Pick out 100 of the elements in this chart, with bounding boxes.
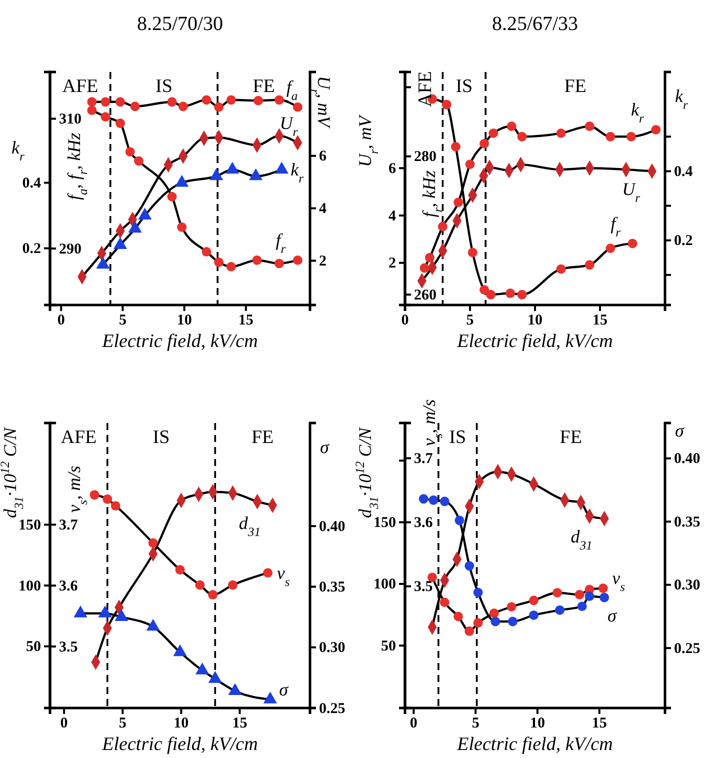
- point: [214, 102, 224, 112]
- point: [146, 618, 160, 631]
- point: [517, 132, 527, 142]
- annotation: IS: [449, 427, 466, 448]
- series-label: k$_{r}$: [290, 160, 304, 186]
- point: [428, 572, 437, 582]
- point: [529, 610, 538, 620]
- point: [440, 496, 450, 506]
- y2-tick-label: 0.40: [319, 518, 346, 535]
- y2-axis-title: σ: [320, 437, 330, 457]
- point: [102, 494, 112, 504]
- point: [464, 626, 474, 636]
- annotation: AFE: [62, 76, 98, 97]
- point: [134, 156, 144, 166]
- point: [96, 256, 110, 269]
- point: [464, 561, 474, 571]
- point: [167, 97, 177, 107]
- point: [87, 106, 97, 116]
- point: [517, 290, 527, 300]
- point: [480, 285, 490, 294]
- y2-tick-label: 0.25: [674, 640, 700, 657]
- y2-tick-label: 0.4: [674, 164, 694, 180]
- x-tick-label: 10: [528, 312, 542, 329]
- point: [125, 147, 135, 157]
- chart-title: 8.25/67/33: [492, 13, 578, 35]
- series-label: d$_{31}$: [570, 526, 592, 553]
- y-tick-label: 0.4: [22, 176, 42, 192]
- point: [195, 580, 205, 590]
- point: [556, 264, 566, 274]
- point: [214, 257, 224, 267]
- series-label: U$_{r}$: [280, 112, 298, 139]
- y-tick-label: 4: [388, 208, 396, 224]
- x-tick-label: 0: [401, 312, 409, 329]
- point: [116, 97, 125, 107]
- point: [292, 256, 302, 265]
- y-tick-label: 150: [374, 515, 396, 532]
- y3-tick-label: 3.7: [414, 451, 434, 468]
- point: [428, 495, 438, 505]
- point: [450, 142, 460, 152]
- x-tick-label: 5: [118, 716, 126, 732]
- x-tick-label: 10: [176, 312, 192, 329]
- point: [468, 248, 478, 258]
- x-tick-label: 15: [592, 716, 607, 732]
- y3-tick-label: 3.7: [59, 518, 78, 534]
- point: [202, 247, 212, 256]
- point: [274, 258, 284, 268]
- y-axis-title: k$_{r}$: [12, 138, 25, 164]
- y3-tick-label: 3.6: [59, 578, 78, 594]
- point: [508, 616, 518, 626]
- point: [651, 125, 661, 134]
- series-label: f$_{a}$: [286, 77, 298, 104]
- x-tick-label: 15: [592, 312, 608, 329]
- point: [175, 565, 185, 574]
- point: [488, 128, 498, 138]
- point: [226, 162, 240, 174]
- point: [555, 605, 564, 615]
- point: [114, 609, 128, 621]
- point: [454, 516, 464, 526]
- y3-tick-label: 3.5: [414, 579, 433, 596]
- annotation: AFE: [414, 71, 436, 107]
- point: [420, 263, 430, 273]
- series-label: d$_{31}$: [238, 513, 261, 540]
- point: [584, 592, 594, 601]
- point: [489, 608, 499, 618]
- y2-tick-label: 0.35: [674, 514, 700, 530]
- point: [480, 138, 490, 148]
- y3-tick-label: 280: [414, 149, 436, 166]
- point: [552, 588, 562, 598]
- y3-tick-label: 3.6: [414, 515, 434, 532]
- annotation: IS: [152, 427, 170, 448]
- x-tick-label: 5: [472, 716, 480, 732]
- series-label: σ: [607, 605, 618, 626]
- y2-tick-label: 6: [319, 148, 327, 165]
- point: [148, 538, 158, 548]
- point: [584, 122, 594, 131]
- y-tick-label: 150: [18, 517, 41, 534]
- y2-tick-label: 0.40: [674, 451, 700, 468]
- point: [606, 244, 616, 254]
- y2-tick-label: 4: [319, 201, 327, 218]
- y2-tick-label: 0.30: [319, 640, 346, 656]
- point: [228, 683, 242, 695]
- series-label: U$_{r}$: [622, 179, 640, 206]
- point: [442, 100, 452, 110]
- y2-tick-label: 0.30: [674, 578, 700, 594]
- point: [130, 102, 140, 112]
- point: [175, 174, 189, 187]
- point: [465, 160, 475, 170]
- point: [228, 580, 238, 590]
- x-tick-label: 5: [118, 312, 126, 329]
- point: [173, 644, 187, 656]
- point: [110, 501, 120, 511]
- y2-axis-title: k$_{r}$: [675, 86, 688, 112]
- annotation: FE: [251, 427, 274, 448]
- series-label: v$_{s}$: [276, 562, 290, 589]
- point: [454, 198, 464, 208]
- annotation: AFE: [60, 427, 97, 448]
- point: [100, 112, 110, 122]
- point: [440, 598, 450, 608]
- point: [248, 168, 263, 180]
- y3-tick-label: 3.5: [59, 639, 78, 656]
